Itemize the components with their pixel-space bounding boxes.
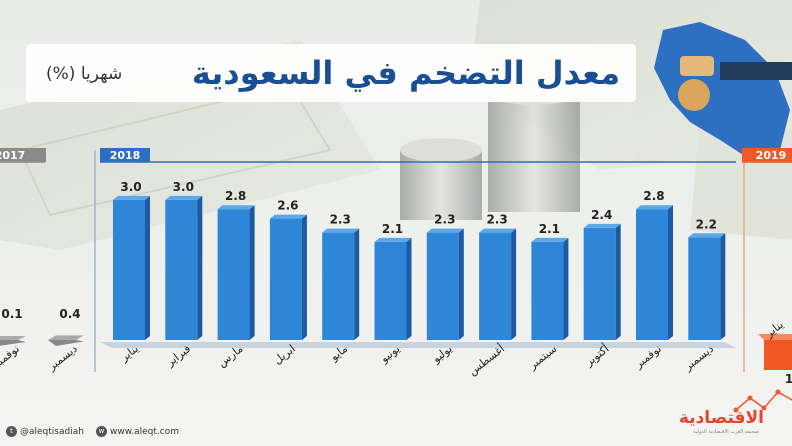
bar-side-2018-10 <box>668 205 673 340</box>
value-label-2017-0: 0.1 <box>1 307 22 321</box>
category-label-2017-0: نوفمبر <box>0 342 22 371</box>
category-label-2017-1: ديسمبر <box>45 342 80 374</box>
bar-side-2018-7 <box>511 228 517 340</box>
trend-dot-1 <box>747 395 753 401</box>
bar-side-2018-3 <box>301 214 307 340</box>
bar-top-2018-4 <box>322 228 360 233</box>
bar-top-2018-11 <box>688 233 726 238</box>
twitter-handle[interactable]: t @aleqtisadiah <box>6 426 84 437</box>
value-label-2018-1: 3.0 <box>173 180 194 194</box>
page-subtitle: شهريا (%) <box>46 64 123 84</box>
bar-top-2018-9 <box>583 223 621 228</box>
page-title: معدل التضخم في السعودية <box>191 54 620 92</box>
value-label-2018-0: 3.0 <box>120 180 141 194</box>
bar-top-2018-6 <box>426 228 464 233</box>
logo-text: الاقتصادية <box>678 408 764 428</box>
chart-floor <box>100 342 736 348</box>
value-label-2018-8: 2.1 <box>539 222 560 236</box>
bar-side-2018-5 <box>406 237 412 340</box>
footer: t @aleqtisadiah w www.aleqt.com <box>0 414 792 446</box>
bar-side-2018-9 <box>615 223 621 340</box>
bar-2018-2 <box>217 209 250 340</box>
value-label-2018-7: 2.3 <box>486 213 507 227</box>
trend-dot-0 <box>733 407 739 413</box>
value-label-2018-4: 2.3 <box>330 213 351 227</box>
bar-top-2018-5 <box>374 237 412 242</box>
bar-2018-8 <box>531 241 564 340</box>
bar-side-2018-11 <box>720 233 726 340</box>
bar-2018-7 <box>479 232 512 340</box>
logo-tagline: صحيفة العرب الاقتصادية الدولية <box>693 429 759 435</box>
bar-top-2018-7 <box>479 228 517 233</box>
bar-side-2017-0 <box>0 340 26 346</box>
value-label-2018-10: 2.8 <box>643 189 664 203</box>
value-label-2018-3: 2.6 <box>277 199 298 213</box>
value-label-2018-9: 2.4 <box>591 208 612 222</box>
year-label-2017: 2017 <box>0 149 25 162</box>
bar-2018-0 <box>113 199 145 340</box>
bar-side-2017-1 <box>48 340 84 346</box>
trend-dot-3 <box>775 389 781 395</box>
year-label-2019: 2019 <box>756 149 787 162</box>
bar-top-2018-2 <box>217 205 255 210</box>
bar-side-2018-8 <box>563 237 569 340</box>
year-label-2018: 2018 <box>110 149 141 162</box>
bar-side-2018-1 <box>197 195 203 340</box>
bar-2018-6 <box>426 232 459 340</box>
value-label-2019-0: 1 <box>785 372 792 386</box>
bar-top-2019-0 <box>758 334 792 340</box>
bar-2017-1 <box>48 335 84 340</box>
value-label-2018-11: 2.2 <box>696 217 717 231</box>
bar-2018-9 <box>583 227 616 340</box>
value-label-2018-2: 2.8 <box>225 189 246 203</box>
saudi-map-icon <box>654 22 792 158</box>
year-tab-2018 <box>100 148 150 162</box>
value-label-2018-6: 2.3 <box>434 213 455 227</box>
bar-top-2018-3 <box>269 214 307 219</box>
bar-2018-11 <box>688 237 721 340</box>
bar-top-2018-1 <box>165 195 203 200</box>
bar-top-2018-8 <box>531 237 569 242</box>
trend-dot-2 <box>761 405 767 411</box>
website-link[interactable]: w www.aleqt.com <box>96 426 179 437</box>
year-tab-2017 <box>0 148 46 162</box>
globe-icon: w <box>96 426 107 437</box>
bar-2018-4 <box>322 232 355 340</box>
bar-side-2018-4 <box>354 228 360 340</box>
bar-2017-0 <box>0 336 26 340</box>
bar-side-2018-2 <box>249 205 255 340</box>
year-tab-2019 <box>742 148 792 162</box>
bar-2018-3 <box>269 218 302 340</box>
value-label-2017-1: 0.4 <box>59 307 80 321</box>
bar-2018-10 <box>636 209 668 340</box>
bar-side-2018-6 <box>458 228 464 340</box>
title-panel <box>26 44 636 102</box>
value-label-2018-5: 2.1 <box>382 222 403 236</box>
bar-side-2018-0 <box>145 195 150 340</box>
bar-2019-0 <box>764 340 792 370</box>
bar-2018-1 <box>165 199 198 340</box>
twitter-icon: t <box>6 426 17 437</box>
bar-top-2018-0 <box>113 195 150 200</box>
bar-top-2018-10 <box>636 205 673 210</box>
publisher-logo: الاقتصادية صحيفة العرب الاقتصادية الدولي… <box>678 408 764 440</box>
bar-2018-5 <box>374 241 407 340</box>
